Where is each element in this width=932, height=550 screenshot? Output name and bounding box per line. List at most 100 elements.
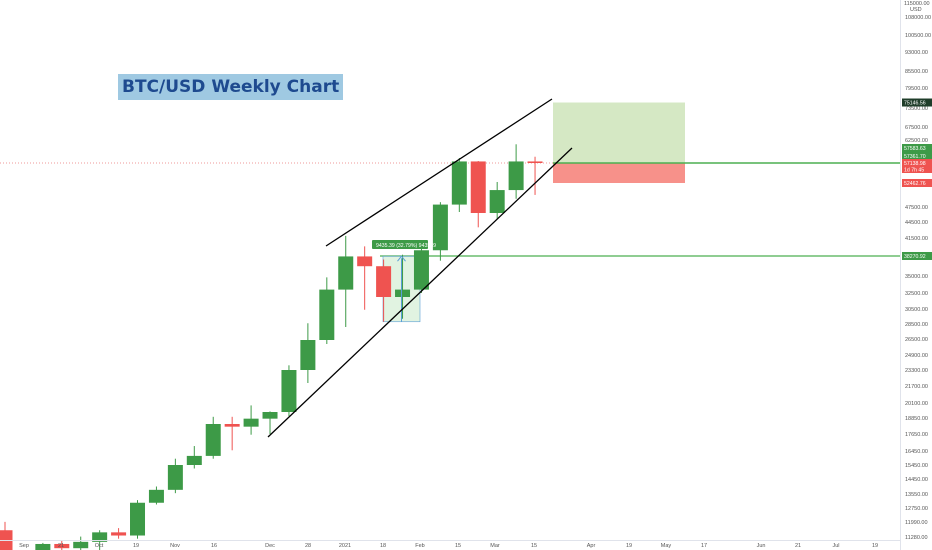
candle-body xyxy=(281,370,297,412)
time-tick-label: 19 xyxy=(872,543,878,549)
bar-countdown-label: 1d 7h 45 xyxy=(904,168,924,174)
last-price-label: 57361.70 xyxy=(904,154,926,160)
time-tick-label: 17 xyxy=(701,543,707,549)
candle-body xyxy=(186,455,202,465)
time-tick-label: 21 xyxy=(795,543,801,549)
wedge-lower-trendline xyxy=(267,147,573,438)
price-tick-label: 32500.00 xyxy=(905,291,928,297)
drawing-tools: 9435.39 (32.79%) 943539 xyxy=(267,98,573,438)
price-tick-label: 79500.00 xyxy=(905,86,928,92)
candle-body xyxy=(148,489,164,503)
time-axis[interactable]: Sep 21 Oct 19 Nov 16 Dec 28 2021 18 Feb 15 Mar 15 Apr 1… xyxy=(0,540,900,550)
price-tick-label: 20100.00 xyxy=(905,401,928,407)
candle-body xyxy=(319,289,335,340)
price-tick-label: 93000.00 xyxy=(905,50,928,56)
time-tick-label: Dec xyxy=(265,543,275,549)
price-tick-label: 13550.00 xyxy=(905,492,928,498)
candle-body xyxy=(300,340,316,370)
price-tick-label: 47500.00 xyxy=(905,205,928,211)
chart-title: BTC/USD Weekly Chart xyxy=(122,77,340,97)
candle-body xyxy=(489,190,505,213)
price-tick-label: 62500.00 xyxy=(905,138,928,144)
time-tick-label: Oct xyxy=(95,543,104,549)
candle-body xyxy=(92,532,108,542)
price-axis-unit-top: 115000.00 xyxy=(904,1,930,7)
wedge-upper-trendline xyxy=(325,98,553,247)
candle-body xyxy=(508,161,524,191)
price-tick-label: 14450.00 xyxy=(905,477,928,483)
candle-body xyxy=(432,204,448,251)
price-tick-label: 17650.00 xyxy=(905,432,928,438)
time-tick-label: Sep xyxy=(19,543,29,549)
price-tick-label: 16450.00 xyxy=(905,449,928,455)
price-tick-label: 35000.00 xyxy=(905,274,928,280)
price-tick-label: 30500.00 xyxy=(905,307,928,313)
price-tick-label: 41500.00 xyxy=(905,236,928,242)
measure-label-bg xyxy=(372,240,428,249)
time-tick-label: 15 xyxy=(455,543,461,549)
price-tick-label: 44500.00 xyxy=(905,220,928,226)
measure-arrow-head xyxy=(397,255,406,262)
candlestick-series xyxy=(0,144,543,550)
close-price-label-bg xyxy=(902,159,932,173)
close-price-label: 57138.98 xyxy=(904,161,926,167)
horizontal-levels xyxy=(380,162,900,257)
price-tick-label: 73500.00 xyxy=(905,106,928,112)
time-tick-label: 15 xyxy=(531,543,537,549)
candle-body xyxy=(167,465,183,490)
time-tick-label: Jun xyxy=(757,543,766,549)
candle-body xyxy=(413,250,429,290)
time-tick-label: May xyxy=(661,543,672,549)
time-tick-label: 28 xyxy=(305,543,311,549)
profit-target-zone xyxy=(553,102,685,163)
price-tick-label: 67500.00 xyxy=(905,125,928,131)
high-price-label-bg xyxy=(902,144,932,152)
candle-body xyxy=(338,256,354,290)
candle-body xyxy=(205,424,221,456)
time-tick-label: Mar xyxy=(490,543,500,549)
time-tick-label: 21 xyxy=(58,543,64,549)
time-tick-label: 18 xyxy=(380,543,386,549)
time-tick-label: Nov xyxy=(170,543,180,549)
price-tick-label: 15450.00 xyxy=(905,463,928,469)
candle-body xyxy=(243,418,259,427)
support-price-label: 38270.92 xyxy=(904,254,926,260)
price-tick-label: 85500.00 xyxy=(905,69,928,75)
chart-title-box[interactable]: BTC/USD Weekly Chart xyxy=(118,74,344,100)
candle-body xyxy=(111,532,127,536)
candle-body xyxy=(54,543,70,549)
time-tick-label: 2021 xyxy=(339,543,351,549)
time-tick-label: Jul xyxy=(832,543,839,549)
price-tick-label: 26500.00 xyxy=(905,337,928,343)
measure-label: 9435.39 (32.79%) 943539 xyxy=(376,243,436,249)
price-axis[interactable]: 115000.00 USD 108000.00 100500.00 93000.00… xyxy=(900,0,932,550)
last-price-label-bg xyxy=(902,152,932,160)
position-zones xyxy=(553,102,685,183)
candle-body xyxy=(73,541,89,549)
stop-price-label-bg xyxy=(902,178,932,187)
time-tick-label: Apr xyxy=(587,543,596,549)
candle-body xyxy=(527,161,543,163)
candle-body xyxy=(470,161,486,213)
candle-body xyxy=(357,256,373,267)
stop-price-label: 52462.76 xyxy=(904,181,926,187)
price-tick-label: 12750.00 xyxy=(905,506,928,512)
price-tick-label: 24900.00 xyxy=(905,353,928,359)
candle-body xyxy=(395,289,411,297)
price-tick-label: 23300.00 xyxy=(905,368,928,374)
price-tick-label: 18850.00 xyxy=(905,416,928,422)
time-tick-label: 16 xyxy=(211,543,217,549)
price-axis-unit: USD xyxy=(910,7,922,13)
candle-body xyxy=(262,412,278,419)
candle-body xyxy=(376,266,392,297)
price-tick-label: 28500.00 xyxy=(905,322,928,328)
time-tick-label: 19 xyxy=(133,543,139,549)
price-tick-label: 11990.00 xyxy=(905,520,928,526)
candle-body xyxy=(35,543,51,550)
stop-loss-zone xyxy=(553,162,685,183)
candle-body xyxy=(130,502,146,536)
price-tick-label: 11280.00 xyxy=(905,535,928,541)
price-tick-label: 100500.00 xyxy=(905,33,931,39)
